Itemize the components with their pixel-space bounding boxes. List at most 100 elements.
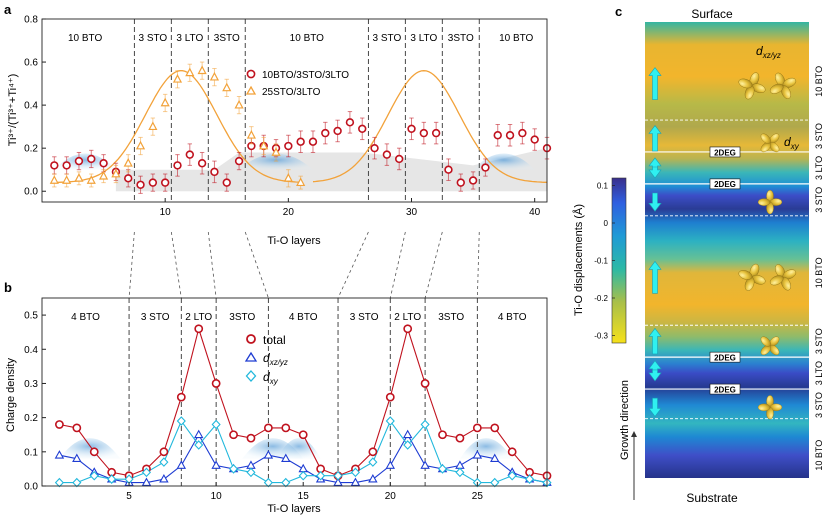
chart-b-ytick-label: 0.5 — [24, 311, 38, 322]
legend-a-label-0: 10BTO/3STO/3LTO — [262, 70, 349, 81]
connector-line — [207, 231, 217, 299]
legend-a-marker-0 — [246, 69, 256, 79]
chart-a-point — [62, 161, 71, 170]
chart-b-region-label: 2 LTO — [185, 312, 212, 323]
chart-b-frame — [41, 297, 548, 487]
layer-label: 10 BTO — [814, 440, 824, 471]
chart-b-ylabel: Charge density — [5, 358, 17, 432]
chart-a-point — [50, 161, 59, 170]
orbital-label-xzyz-sub: xz/yz — [762, 51, 781, 60]
chart-a-point — [407, 124, 416, 134]
layer-label: 3 STO — [814, 328, 824, 354]
polarization-arrow — [648, 327, 662, 355]
chart-a-region-label: 3 LTO — [410, 33, 437, 44]
layer-label: 3 LTO — [814, 361, 824, 385]
chart-b-point — [211, 460, 221, 469]
chart-a: 10 20 30 40 0.0 0.2 0.4 0.6 0.8 10 BTO 3 STO 3 LTO… — [7, 15, 552, 247]
chart-b-point — [89, 447, 99, 457]
chart-a-point — [382, 150, 392, 159]
orbital-lobe — [738, 270, 753, 280]
chart-b-point — [403, 324, 413, 334]
chart-a-point — [296, 177, 306, 187]
chart-b-xtick-label: 25 — [472, 491, 484, 502]
chart-a-point — [333, 126, 342, 136]
polarization-arrow — [648, 192, 662, 212]
chart-b-point — [54, 450, 65, 459]
2deg-badge-text: 2DEG — [714, 180, 736, 189]
chart-b-point — [281, 453, 291, 463]
chart-b-xtick-label: 15 — [298, 491, 310, 502]
chart-a-xlabel: Ti-O layers — [267, 235, 321, 247]
chart-a-point — [197, 159, 207, 168]
chart-a-point — [481, 163, 490, 172]
chart-b-point — [89, 470, 99, 481]
chart-a-point — [160, 178, 170, 187]
panel-c-substrate-label: Substrate — [686, 491, 738, 505]
chart-a-region-labels: 10 BTO 3 STO 3 LTO 3STO 10 BTO 3 STO 3 LTO 3STO… — [68, 33, 534, 44]
orbital-lobe — [760, 133, 771, 144]
chart-b-xtick-label: 20 — [385, 491, 397, 502]
panel-label-c: c — [615, 4, 622, 19]
chart-a-point — [148, 178, 158, 187]
polarization-arrow — [648, 369, 662, 382]
connector-line — [389, 231, 406, 299]
chart-b-region-label: 3 STO — [141, 312, 170, 323]
chart-b-point — [194, 324, 204, 334]
chart-b-legend: total dxz/yz dxy — [244, 333, 288, 386]
panel-label-a: a — [4, 2, 12, 17]
chart-a-point — [345, 118, 355, 127]
polarization-arrow — [648, 397, 662, 417]
chart-b-ytick-label: 0.4 — [24, 345, 38, 356]
chart-b-point — [246, 467, 256, 478]
chart-a-point — [136, 180, 145, 189]
chart-a-point — [135, 140, 146, 150]
connector-line — [337, 231, 369, 299]
layer-label: 3 STO — [814, 123, 824, 149]
chart-a-region-label: 3STO — [214, 33, 240, 44]
chart-a-region-label: 10 BTO — [68, 33, 102, 44]
chart-a-point — [283, 173, 293, 182]
chart-b-point — [281, 423, 291, 433]
legend-b-subscript-1: xz/yz — [269, 358, 288, 367]
connector-line — [476, 231, 480, 299]
chart-b-point — [490, 423, 500, 433]
chart-b-electron-cloud — [459, 438, 513, 459]
legend-b-subscript-2: xy — [269, 377, 279, 386]
polarization-arrows — [648, 67, 662, 417]
colorbar-tick-label: -0.2 — [594, 294, 608, 303]
chart-a-point — [99, 159, 108, 168]
chart-b-point — [490, 453, 500, 463]
2deg-badge — [709, 351, 741, 363]
chart-a-point — [209, 71, 220, 81]
chart-a-point — [456, 178, 465, 187]
chart-a-xtick-label: 20 — [283, 207, 295, 218]
chart-a-point — [172, 74, 183, 83]
colorbar-label: Ti-O displacements (Å) — [572, 204, 585, 316]
chart-a-point — [296, 137, 305, 146]
chart-a-point — [530, 135, 539, 144]
2deg-badge — [709, 146, 741, 158]
polarization-arrow — [648, 166, 662, 179]
chart-b-point — [229, 430, 238, 440]
2deg-badge-text: 2DEG — [714, 148, 736, 157]
chart-b-region-label: 2 LTO — [394, 312, 421, 323]
legend-b-label-2: dxy — [263, 370, 279, 386]
chart-a-xtick-label: 10 — [160, 207, 172, 218]
connector-line — [244, 231, 269, 299]
chart-b-point — [507, 470, 517, 481]
chart-a-legend: 10BTO/3STO/3LTO 25STO/3LTO — [245, 69, 349, 98]
chart-a-region-label: 10 BTO — [499, 33, 533, 44]
chart-a-point — [468, 176, 478, 185]
chart-a-xtick-label: 30 — [406, 207, 418, 218]
chart-b-point — [455, 433, 465, 443]
chart-a-ytick-label: 0.2 — [24, 144, 38, 155]
chart-b-electron-cloud — [59, 438, 121, 459]
chart-b-point — [438, 430, 447, 440]
chart-b-point — [368, 457, 378, 467]
chart-b-point — [55, 420, 64, 429]
chart-b-point — [420, 460, 430, 469]
chart-a-point — [308, 137, 318, 146]
chart-a-ytick-label: 0.0 — [24, 187, 38, 198]
chart-a-point — [284, 141, 293, 151]
chart-a-ytick-label: 0.4 — [24, 101, 38, 112]
